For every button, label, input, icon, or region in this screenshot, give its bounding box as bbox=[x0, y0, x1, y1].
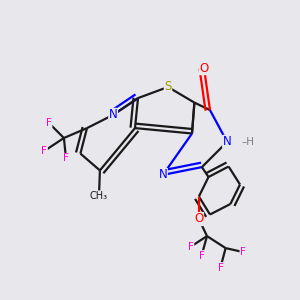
Text: F: F bbox=[218, 262, 224, 273]
Text: –H: –H bbox=[241, 137, 254, 147]
Text: F: F bbox=[199, 250, 205, 261]
Text: N: N bbox=[158, 168, 167, 182]
Text: CH₃: CH₃ bbox=[90, 191, 108, 201]
Text: F: F bbox=[46, 118, 52, 128]
Text: O: O bbox=[194, 212, 203, 226]
Text: F: F bbox=[41, 146, 47, 156]
Text: O: O bbox=[200, 61, 208, 75]
Text: F: F bbox=[63, 153, 69, 164]
Text: S: S bbox=[164, 80, 172, 94]
Text: F: F bbox=[188, 242, 194, 252]
Text: N: N bbox=[223, 135, 232, 148]
Text: F: F bbox=[240, 247, 246, 257]
Text: N: N bbox=[109, 108, 118, 122]
